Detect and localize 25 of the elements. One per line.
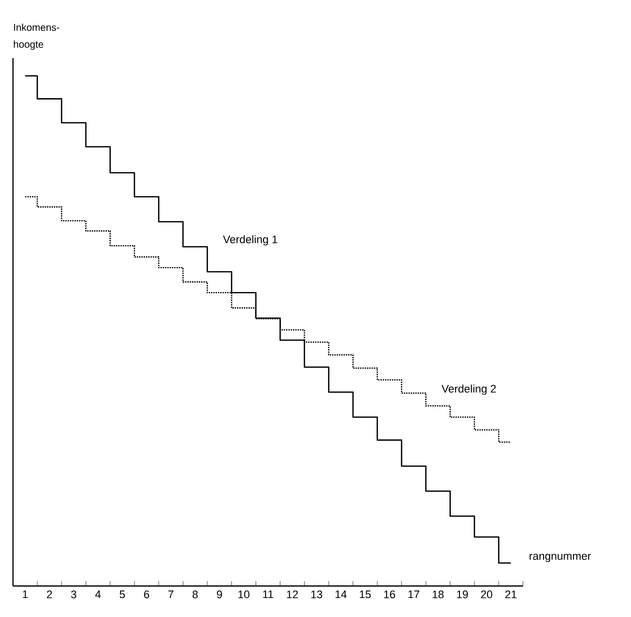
x-tick-label: 17 [408, 590, 420, 598]
x-tick-label: 1 [22, 590, 28, 598]
x-axis-title: rangnummer [530, 554, 591, 562]
x-tick-label: 13 [311, 590, 322, 598]
series-label: Verdeling 1 [223, 235, 278, 246]
x-tick-label: 9 [216, 590, 222, 598]
x-tick-label: 3 [71, 590, 76, 598]
series-label: Verdeling 2 [442, 384, 496, 395]
x-tick-label: 11 [263, 590, 274, 598]
x-tick-label: 8 [192, 590, 198, 598]
x-tick-label: 12 [287, 590, 298, 598]
x-tick-label: 14 [336, 590, 347, 598]
x-tick-label: 10 [238, 590, 250, 598]
x-tick-label: 19 [457, 590, 468, 598]
x-tick-label: 15 [360, 590, 371, 598]
x-tick-label: 6 [144, 590, 150, 598]
x-tick-label: 2 [46, 590, 52, 598]
x-tick-label: 5 [120, 590, 125, 598]
x-tick-label: 7 [168, 590, 174, 598]
x-tick-label: 21 [505, 590, 516, 598]
x-tick-label: 4 [95, 590, 101, 598]
y-axis-title: Inkomens-hoogte [14, 24, 60, 50]
x-tick-label: 16 [384, 590, 396, 598]
x-tick-label: 20 [481, 590, 492, 598]
x-tick-label: 18 [432, 590, 444, 598]
